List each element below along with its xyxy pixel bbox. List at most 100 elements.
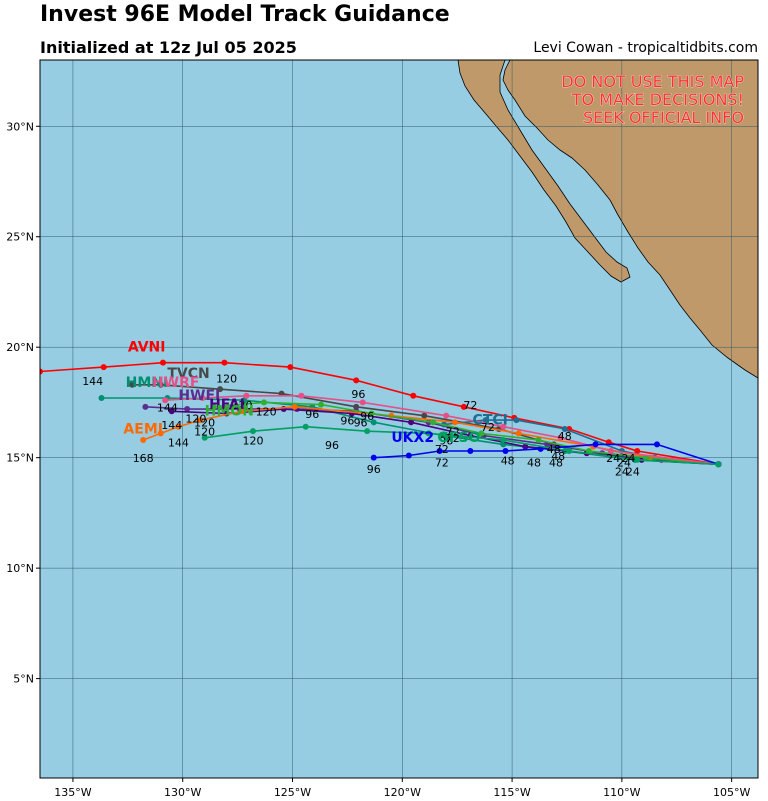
- track-point: [98, 395, 105, 402]
- hour-label: 96: [351, 388, 365, 401]
- model-label: HMON: [205, 404, 254, 420]
- lon-tick-label: 130°W: [164, 786, 201, 799]
- track-point: [241, 397, 248, 404]
- track-point: [566, 448, 573, 455]
- hour-label: 96: [340, 415, 354, 428]
- track-point: [515, 430, 522, 437]
- hour-label: 24: [606, 452, 620, 465]
- track-point: [249, 428, 256, 435]
- track-point: [140, 436, 147, 443]
- baja-california: [457, 60, 631, 283]
- track-point: [557, 434, 564, 441]
- hour-label: 24: [615, 465, 629, 478]
- lon-tick-label: 120°W: [384, 786, 421, 799]
- track-point: [364, 428, 371, 435]
- hour-label: 48: [549, 456, 563, 469]
- lat-lon-grid: [40, 60, 758, 778]
- map-frame: [39, 59, 759, 779]
- map-title: Invest 96E Model Track Guidance: [40, 2, 450, 27]
- track-line: [213, 401, 719, 466]
- hour-label: 24: [626, 465, 640, 478]
- track-point: [239, 408, 246, 415]
- track-point: [100, 364, 107, 371]
- lon-tick-label: 110°W: [603, 786, 640, 799]
- track-gfso: [201, 423, 722, 468]
- track-point: [210, 403, 217, 410]
- track-point: [157, 430, 164, 437]
- track-point: [287, 364, 294, 371]
- model-label: GFSO: [437, 430, 480, 446]
- track-point: [561, 425, 568, 432]
- model-tracks: [40, 359, 722, 468]
- track-point: [291, 403, 298, 410]
- hour-label: 120: [232, 399, 253, 412]
- hour-label: 120: [256, 406, 277, 419]
- hour-label: 48: [558, 430, 572, 443]
- warning-notice: DO NOT USE THIS MAP TO MAKE DECISIONS! S…: [561, 72, 745, 128]
- model-label: AEMI: [123, 421, 163, 437]
- track-point: [370, 454, 377, 461]
- hour-label: 72: [446, 426, 460, 439]
- track-point: [421, 412, 428, 419]
- track-point: [40, 368, 43, 375]
- track-point: [460, 403, 467, 410]
- track-point: [217, 386, 224, 393]
- init-time-subtitle: Initialized at 12z Jul 05 2025: [40, 38, 297, 57]
- hour-label: 96: [305, 408, 319, 421]
- track-point: [302, 423, 309, 430]
- track-hmon: [210, 399, 722, 468]
- hour-label: 48: [547, 443, 561, 456]
- model-label: HWFI: [178, 388, 220, 404]
- track-point: [318, 401, 325, 408]
- track-point: [353, 377, 360, 384]
- warning-line-1: DO NOT USE THIS MAP: [561, 72, 744, 91]
- hour-label: 120: [185, 412, 206, 425]
- hour-label: 144: [82, 375, 103, 388]
- hour-label: 48: [501, 454, 515, 467]
- track-point: [168, 408, 175, 415]
- track-point: [451, 419, 458, 426]
- lon-tick-label: 115°W: [493, 786, 530, 799]
- track-point: [425, 430, 432, 437]
- track-point: [159, 359, 166, 366]
- track-point: [715, 461, 722, 468]
- hour-label: 96: [439, 434, 453, 447]
- hour-label: 96: [367, 463, 381, 476]
- mexico-mainland: [502, 60, 758, 379]
- hour-label: 72: [435, 443, 449, 456]
- hour-label: 96: [354, 417, 368, 430]
- track-point: [353, 403, 360, 410]
- lat-tick-label: 15°N: [6, 452, 34, 465]
- model-label: UKX2: [391, 430, 434, 446]
- lat-tick-label: 20°N: [6, 341, 34, 354]
- track-point: [162, 397, 169, 404]
- track-point: [653, 441, 660, 448]
- hour-label: 72: [481, 421, 495, 434]
- forecast-hour-labels: 9612014412014448721201441681202448729696…: [82, 373, 640, 479]
- track-point: [467, 448, 474, 455]
- track-point: [142, 403, 149, 410]
- track-point: [502, 448, 509, 455]
- track-point: [129, 381, 136, 388]
- hour-label: 24: [617, 456, 631, 469]
- warning-line-3: SEEK OFFICIAL INFO: [583, 108, 744, 127]
- lon-tick-label: 105°W: [713, 786, 750, 799]
- track-point: [221, 359, 228, 366]
- track-point: [443, 412, 450, 419]
- lon-tick-label: 125°W: [274, 786, 311, 799]
- hour-label: 120: [216, 373, 237, 386]
- hour-label: 48: [527, 456, 541, 469]
- track-point: [430, 419, 437, 426]
- track-point: [535, 436, 542, 443]
- model-label: HFAI: [209, 397, 245, 413]
- track-ukx2: [370, 441, 722, 468]
- track-point: [405, 452, 412, 459]
- model-label: TVCN: [167, 366, 209, 382]
- hour-label: 144: [161, 419, 182, 432]
- track-point: [370, 419, 377, 426]
- track-point: [408, 419, 415, 426]
- hour-label: 120: [194, 426, 215, 439]
- track-point: [513, 417, 520, 424]
